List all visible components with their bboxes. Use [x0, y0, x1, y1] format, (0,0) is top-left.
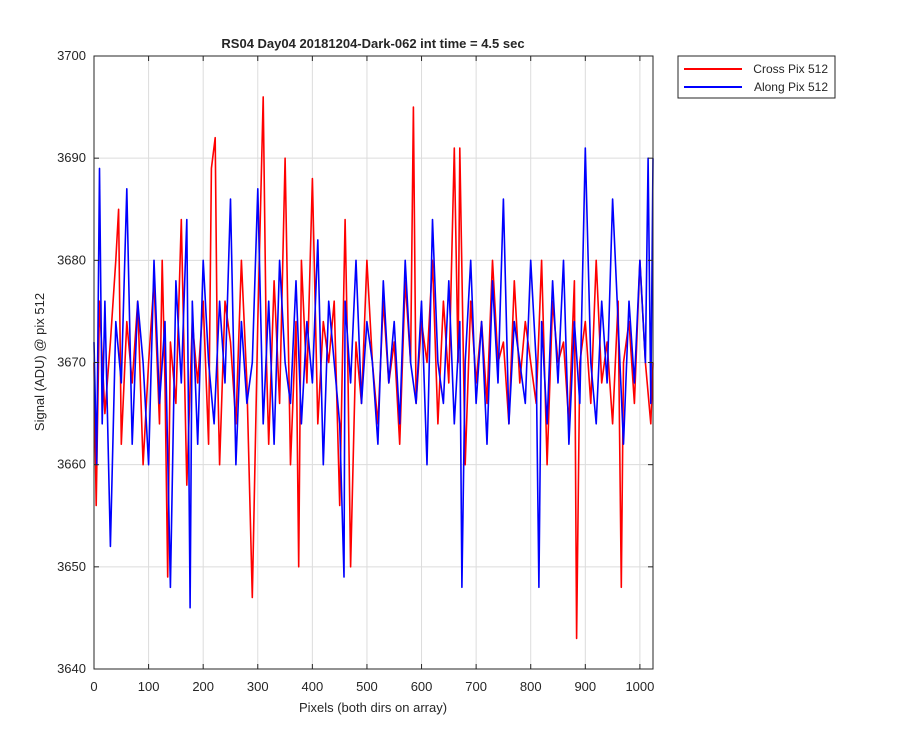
y-tick-label: 3680 — [57, 252, 86, 267]
legend-label-cross: Cross Pix 512 — [753, 62, 828, 76]
x-tick-label: 300 — [247, 679, 269, 694]
series-group — [93, 96, 654, 640]
y-tick-label: 3640 — [57, 661, 86, 676]
y-tick-label: 3690 — [57, 150, 86, 165]
y-tick-label: 3670 — [57, 355, 86, 370]
x-tick-label: 1000 — [625, 679, 654, 694]
legend-label-along: Along Pix 512 — [754, 80, 828, 94]
legend: Cross Pix 512 Along Pix 512 — [677, 55, 836, 99]
x-tick-label: 400 — [302, 679, 324, 694]
x-tick-label: 500 — [356, 679, 378, 694]
y-tick-label: 3700 — [57, 48, 86, 63]
axis-ticks: 0 100 200 300 400 500 600 700 800 900 1000 3640 3650… — [57, 48, 654, 694]
chart-title: RS04 Day04 20181204-Dark-062 int time = … — [221, 36, 524, 51]
x-axis-label: Pixels (both dirs on array) — [299, 700, 447, 715]
y-axis-label: Signal (ADU) @ pix 512 — [32, 293, 47, 431]
series-line-along — [93, 147, 654, 609]
x-tick-label: 800 — [520, 679, 542, 694]
y-tick-label: 3660 — [57, 457, 86, 472]
y-tick-label: 3650 — [57, 559, 86, 574]
x-tick-label: 700 — [465, 679, 487, 694]
legend-box — [677, 55, 836, 99]
x-tick-label: 0 — [90, 679, 97, 694]
x-tick-label: 100 — [138, 679, 160, 694]
x-tick-label: 900 — [574, 679, 596, 694]
x-tick-label: 200 — [192, 679, 214, 694]
x-tick-label: 600 — [411, 679, 433, 694]
